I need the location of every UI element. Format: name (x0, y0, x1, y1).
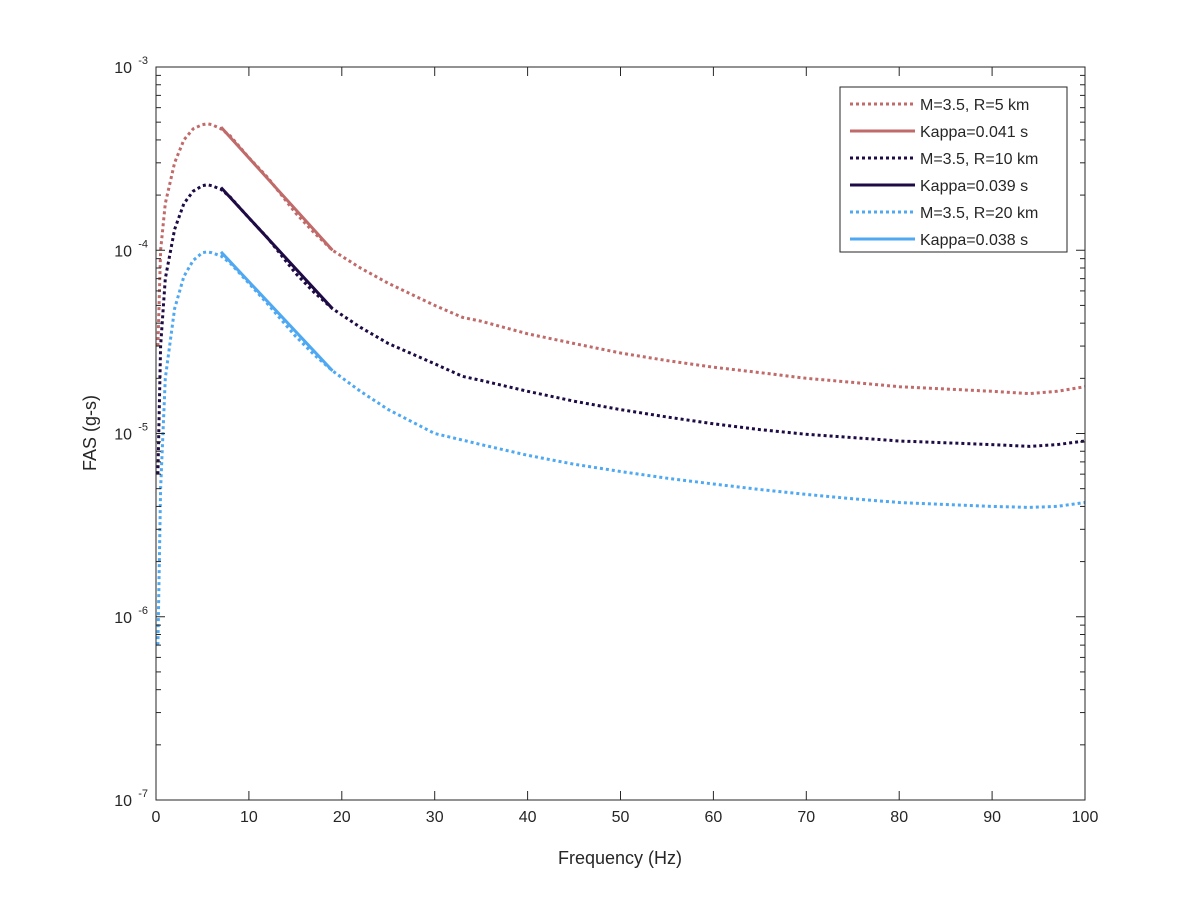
series-line-4 (156, 250, 1086, 646)
series-line-1 (219, 126, 334, 252)
ticks: 0 10 20 30 40 50 60 70 80 90 100 10 -7 10 -6 10 -5 10 -4 10… (114, 55, 1098, 826)
x-tick-label: 10 (240, 809, 258, 826)
y-axis-label: FAS (g-s) (80, 395, 100, 471)
y-tick-exponent: -6 (138, 605, 148, 617)
legend-label: Kappa=0.039 s (920, 178, 1028, 195)
legend: M=3.5, R=5 km Kappa=0.041 s M=3.5, R=10 km… (839, 86, 1068, 253)
y-tick-label: 10 (114, 610, 132, 627)
x-axis-label: Frequency (Hz) (558, 848, 682, 868)
x-tick-label: 90 (983, 809, 1001, 826)
x-tick-label: 20 (333, 809, 351, 826)
series-line-3 (219, 186, 334, 310)
legend-label: Kappa=0.041 s (920, 124, 1028, 141)
legend-label: M=3.5, R=5 km (920, 97, 1029, 114)
legend-label: M=3.5, R=10 km (920, 151, 1038, 168)
legend-label: Kappa=0.038 s (920, 232, 1028, 249)
x-tick-label: 40 (519, 809, 537, 826)
x-tick-label: 30 (426, 809, 444, 826)
x-tick-label: 70 (797, 809, 815, 826)
y-tick-exponent: -3 (138, 55, 148, 67)
y-tick-exponent: -4 (138, 238, 148, 250)
series-layer (156, 122, 1086, 646)
x-tick-label: 50 (612, 809, 630, 826)
y-tick-label: 10 (114, 793, 132, 810)
x-tick-label: 60 (705, 809, 723, 826)
x-tick-label: 80 (890, 809, 908, 826)
series-line-5 (219, 250, 334, 372)
y-tick-exponent: -7 (138, 788, 148, 800)
series-line-2 (156, 183, 1086, 475)
y-tick-label: 10 (114, 427, 132, 444)
y-tick-label: 10 (114, 60, 132, 77)
series-line-0 (156, 122, 1086, 396)
y-tick-label: 10 (114, 243, 132, 260)
y-tick-exponent: -5 (138, 422, 148, 434)
x-tick-label: 0 (152, 809, 161, 826)
legend-label: M=3.5, R=20 km (920, 205, 1038, 222)
legend-box (839, 86, 1068, 253)
x-tick-label: 100 (1072, 809, 1099, 826)
